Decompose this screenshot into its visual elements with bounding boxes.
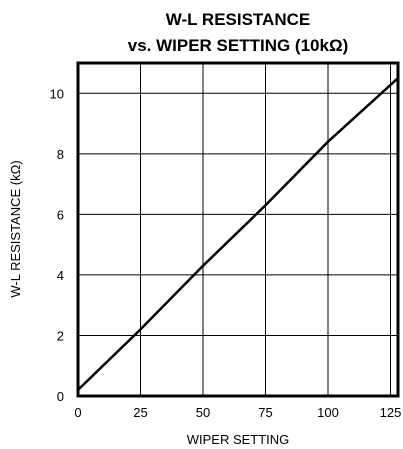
y-tick-label: 10 bbox=[50, 86, 64, 101]
x-tick-label: 100 bbox=[317, 405, 339, 420]
y-tick-label: 6 bbox=[57, 207, 64, 222]
y-tick-label: 8 bbox=[57, 147, 64, 162]
series-group bbox=[77, 77, 399, 391]
grid-lines bbox=[78, 63, 398, 396]
x-tick-label: 75 bbox=[258, 405, 272, 420]
x-tick-label: 125 bbox=[380, 405, 402, 420]
chart-title-line2: vs. WIPER SETTING (10kΩ) bbox=[128, 36, 349, 55]
x-tick-label: 50 bbox=[196, 405, 210, 420]
x-axis-label: WIPER SETTING bbox=[187, 432, 290, 447]
series-line bbox=[77, 77, 399, 391]
x-tick-label: 25 bbox=[133, 405, 147, 420]
x-tick-label: 0 bbox=[74, 405, 81, 420]
y-tick-labels: 0 2 4 6 8 10 bbox=[50, 86, 64, 404]
plot-frame bbox=[76, 61, 400, 398]
chart-title-line1: W-L RESISTANCE bbox=[166, 10, 310, 29]
y-axis-label: W-L RESISTANCE (kΩ) bbox=[8, 160, 23, 297]
y-tick-label: 4 bbox=[57, 268, 64, 283]
y-tick-label: 0 bbox=[57, 389, 64, 404]
x-tick-labels: 0 25 50 75 100 125 bbox=[74, 405, 401, 420]
y-tick-label: 2 bbox=[57, 328, 64, 343]
